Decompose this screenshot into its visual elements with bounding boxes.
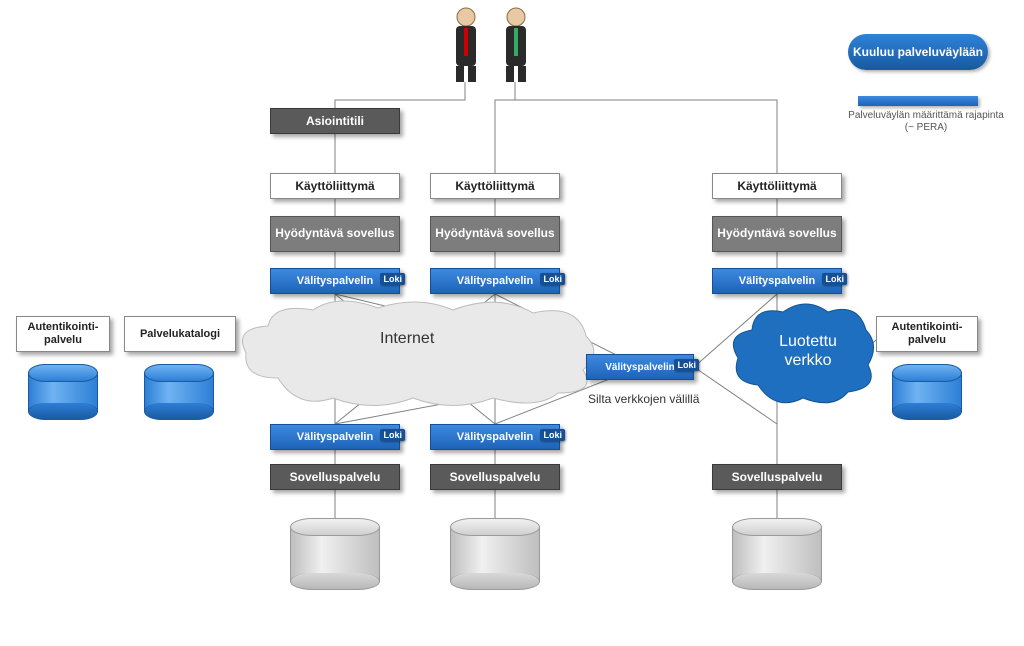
legend-pill: Kuuluu palveluväylään: [848, 34, 988, 70]
loki-badge: Loki: [674, 359, 699, 371]
database-cylinder-c3: [732, 518, 822, 590]
autentikointi-text: Autentikointi-palvelu: [17, 321, 109, 346]
loki-badge: Loki: [380, 429, 405, 441]
loki-badge: Loki: [540, 273, 565, 285]
sovelluspalvelu-c2: Sovelluspalvelu: [430, 464, 560, 490]
kayttoliittyma-box-c1: Käyttöliittymä: [270, 173, 400, 199]
legend-bar-text: Palveluväylän määrittämä rajapinta (~ PE…: [848, 110, 1004, 134]
valityspalvelin-text: Välityspalvelin: [605, 362, 674, 373]
palvelukatalogi-cyl: [144, 364, 214, 420]
asiointitili-box: Asiointitili: [270, 108, 400, 134]
database-cylinder-c2: [450, 518, 540, 590]
sovelluspalvelu-c3: Sovelluspalvelu: [712, 464, 842, 490]
sovelluspalvelu-text: Sovelluspalvelu: [450, 470, 541, 484]
sovelluspalvelu-text: Sovelluspalvelu: [290, 470, 381, 484]
database-cylinder-c1: [290, 518, 380, 590]
valityspalvelin-bot-c2: VälityspalvelinLoki: [430, 424, 560, 450]
trusted-label: Luotettu verkko: [758, 332, 858, 370]
diagram-stage: Kuuluu palveluväylään Palveluväylän määr…: [0, 0, 1024, 646]
autentikointi-right-cyl: [892, 364, 962, 420]
valityspalvelin-text: Välityspalvelin: [297, 431, 373, 443]
kayttoliittyma-text: Käyttöliittymä: [455, 179, 534, 193]
autentikointi-left-cyl: [28, 364, 98, 420]
hyodyntava-box-c2: Hyödyntävä sovellus: [430, 216, 560, 252]
autentikointi-right-box: Autentikointi-palvelu: [876, 316, 978, 352]
kayttoliittyma-text: Käyttöliittymä: [295, 179, 374, 193]
kayttoliittyma-box-c3: Käyttöliittymä: [712, 173, 842, 199]
hyodyntava-box-c1: Hyödyntävä sovellus: [270, 216, 400, 252]
valityspalvelin-bot-c1: VälityspalvelinLoki: [270, 424, 400, 450]
internet-cloud: [238, 298, 600, 410]
valityspalvelin-text: Välityspalvelin: [457, 275, 533, 287]
valityspalvelin-text: Välityspalvelin: [739, 275, 815, 287]
internet-label: Internet: [380, 330, 434, 348]
silta-label: Silta verkkojen välillä: [588, 392, 708, 407]
hyodyntava-text: Hyödyntävä sovellus: [435, 227, 554, 241]
palvelukatalogi-text: Palvelukatalogi: [140, 328, 220, 340]
autentikointi-left-box: Autentikointi-palvelu: [16, 316, 110, 352]
loki-badge: Loki: [540, 429, 565, 441]
legend-bar: [858, 96, 978, 106]
valityspalvelin-top-c3: VälityspalvelinLoki: [712, 268, 842, 294]
valityspalvelin-top-c1: VälityspalvelinLoki: [270, 268, 400, 294]
sovelluspalvelu-c1: Sovelluspalvelu: [270, 464, 400, 490]
loki-badge: Loki: [822, 273, 847, 285]
person-icon: [496, 6, 536, 84]
person-icon: [446, 6, 486, 84]
valityspalvelin-bridge: VälityspalvelinLoki: [586, 354, 694, 380]
loki-badge: Loki: [380, 273, 405, 285]
kayttoliittyma-text: Käyttöliittymä: [737, 179, 816, 193]
valityspalvelin-text: Välityspalvelin: [457, 431, 533, 443]
sovelluspalvelu-text: Sovelluspalvelu: [732, 470, 823, 484]
autentikointi-text: Autentikointi-palvelu: [877, 321, 977, 346]
kayttoliittyma-box-c2: Käyttöliittymä: [430, 173, 560, 199]
hyodyntava-box-c3: Hyödyntävä sovellus: [712, 216, 842, 252]
hyodyntava-text: Hyödyntävä sovellus: [717, 227, 836, 241]
legend-pill-text: Kuuluu palveluväylään: [853, 45, 983, 59]
asiointitili-text: Asiointitili: [306, 114, 364, 128]
valityspalvelin-text: Välityspalvelin: [297, 275, 373, 287]
hyodyntava-text: Hyödyntävä sovellus: [275, 227, 394, 241]
palvelukatalogi-box: Palvelukatalogi: [124, 316, 236, 352]
valityspalvelin-top-c2: VälityspalvelinLoki: [430, 268, 560, 294]
